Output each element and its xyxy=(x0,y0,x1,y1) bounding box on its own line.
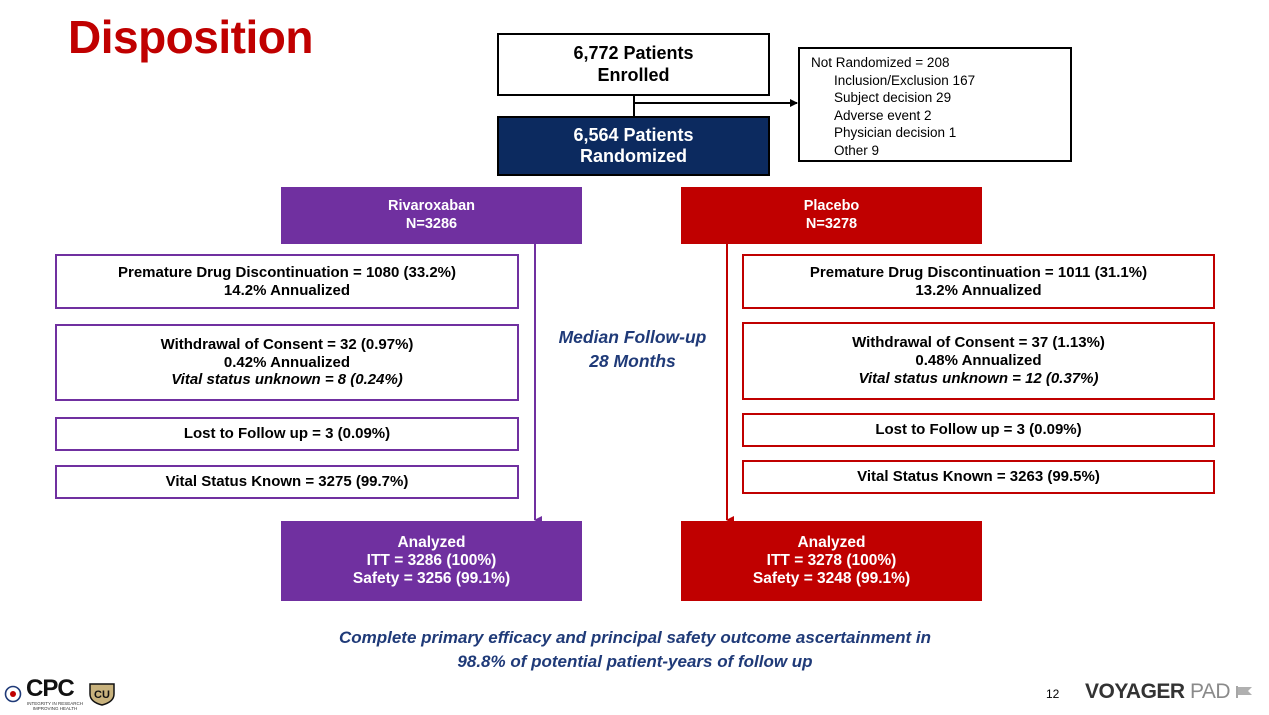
placebo-discontinuation-box: Premature Drug Discontinuation = 1011 (3… xyxy=(742,254,1215,309)
rivaroxaban-vital-text: Vital Status Known = 3275 (99.7%) xyxy=(165,473,409,491)
not-randomized-box: Not Randomized = 208 Inclusion/Exclusion… xyxy=(798,47,1072,162)
footer-line: Complete primary efficacy and principal … xyxy=(338,628,932,647)
placebo-vital-unknown: Vital status unknown = 12 (0.37%) xyxy=(858,369,1099,387)
placebo-withdrawal-text: Withdrawal of Consent = 37 (1.13%) xyxy=(852,334,1105,352)
rivaroxaban-n: N=3286 xyxy=(405,215,458,232)
rivaroxaban-discontinuation-text: Premature Drug Discontinuation = 1080 (3… xyxy=(117,263,456,281)
randomized-count: 6,564 Patients xyxy=(573,124,694,145)
not-randomized-item: Other 9 xyxy=(834,142,880,158)
placebo-vital-box: Vital Status Known = 3263 (99.5%) xyxy=(742,460,1215,494)
svg-text:CU: CU xyxy=(94,689,110,701)
footer-note: Complete primary efficacy and principal … xyxy=(230,626,1040,674)
cpc-logo-tagline: INTEGRITY IN RESEARCH IMPROVING HEALTH xyxy=(27,701,83,711)
placebo-name: Placebo xyxy=(803,198,860,215)
placebo-withdrawal-box: Withdrawal of Consent = 37 (1.13%) 0.48%… xyxy=(742,322,1215,400)
not-randomized-item: Adverse event 2 xyxy=(834,107,932,123)
rivaroxaban-analyzed-box: Analyzed ITT = 3286 (100%) Safety = 3256… xyxy=(281,521,582,601)
rivaroxaban-withdrawal-text: Withdrawal of Consent = 32 (0.97%) xyxy=(160,335,414,353)
not-randomized-header: Not Randomized = 208 xyxy=(811,55,950,70)
randomized-label: Randomized xyxy=(579,146,687,166)
placebo-lost-box: Lost to Follow up = 3 (0.09%) xyxy=(742,413,1215,447)
placebo-n: N=3278 xyxy=(805,215,858,232)
page-number: 12 xyxy=(1046,687,1060,701)
placebo-discontinuation-text: Premature Drug Discontinuation = 1011 (3… xyxy=(809,263,1148,281)
not-randomized-item: Subject decision 29 xyxy=(834,90,952,105)
rivaroxaban-lost-text: Lost to Follow up = 3 (0.09%) xyxy=(183,425,391,443)
placebo-vital-text: Vital Status Known = 3263 (99.5%) xyxy=(857,468,1100,486)
footer-line: 98.8% of potential patient-years of foll… xyxy=(457,651,813,671)
placebo-safety: Safety = 3248 (99.1%) xyxy=(752,570,911,588)
rivaroxaban-discontinuation-box: Premature Drug Discontinuation = 1080 (3… xyxy=(55,254,519,309)
placebo-lost-text: Lost to Follow up = 3 (0.09%) xyxy=(875,421,1082,439)
rivaroxaban-vital-unknown: Vital status unknown = 8 (0.24%) xyxy=(171,371,403,389)
placebo-analyzed-box: Analyzed ITT = 3278 (100%) Safety = 3248… xyxy=(681,521,982,601)
placebo-discontinuation-annualized: 13.2% Annualized xyxy=(915,281,1042,299)
not-randomized-item: Inclusion/Exclusion 167 xyxy=(834,72,976,88)
rivaroxaban-name: Rivaroxaban xyxy=(387,198,476,215)
cu-shield-icon: CU xyxy=(89,683,115,707)
flag-icon xyxy=(1236,686,1253,699)
not-randomized-item: Physician decision 1 xyxy=(834,125,957,140)
rivaroxaban-discontinuation-annualized: 14.2% Annualized xyxy=(223,281,351,299)
brand-suffix: PAD xyxy=(1189,680,1231,703)
rivaroxaban-vital-box: Vital Status Known = 3275 (99.7%) xyxy=(55,465,519,499)
voyager-pad-logo: VOYAGER PAD xyxy=(1085,680,1255,704)
rivaroxaban-analyzed-label: Analyzed xyxy=(397,533,466,551)
placebo-header-box: Placebo N=3278 xyxy=(681,187,982,244)
enrolled-box: 6,772 Patients Enrolled xyxy=(497,33,770,96)
median-followup-value: 28 Months xyxy=(589,350,676,371)
rivaroxaban-header-box: Rivaroxaban N=3286 xyxy=(281,187,582,244)
randomized-box: 6,564 Patients Randomized xyxy=(497,116,770,176)
rivaroxaban-itt: ITT = 3286 (100%) xyxy=(366,551,497,569)
logo-group: CPC INTEGRITY IN RESEARCH IMPROVING HEAL… xyxy=(4,677,116,712)
placebo-itt: ITT = 3278 (100%) xyxy=(766,551,897,569)
rivaroxaban-safety: Safety = 3256 (99.1%) xyxy=(352,570,511,588)
cpc-logo-text: CPC xyxy=(26,675,75,702)
rivaroxaban-withdrawal-box: Withdrawal of Consent = 32 (0.97%) 0.42%… xyxy=(55,324,519,401)
brand-main: VOYAGER xyxy=(1085,680,1185,703)
median-followup: Median Follow-up 28 Months xyxy=(535,326,730,373)
enrolled-count: 6,772 Patients xyxy=(573,43,694,64)
cpc-emblem-icon xyxy=(4,686,22,703)
placebo-analyzed-label: Analyzed xyxy=(797,533,866,551)
rivaroxaban-lost-box: Lost to Follow up = 3 (0.09%) xyxy=(55,417,519,451)
placebo-withdrawal-annualized: 0.48% Annualized xyxy=(915,352,1042,370)
cpc-logo: CPC INTEGRITY IN RESEARCH IMPROVING HEAL… xyxy=(26,677,84,712)
enrolled-label: Enrolled xyxy=(597,64,670,85)
median-followup-label: Median Follow-up xyxy=(558,327,707,347)
page-title: Disposition xyxy=(68,11,313,63)
rivaroxaban-withdrawal-annualized: 0.42% Annualized xyxy=(223,353,351,371)
